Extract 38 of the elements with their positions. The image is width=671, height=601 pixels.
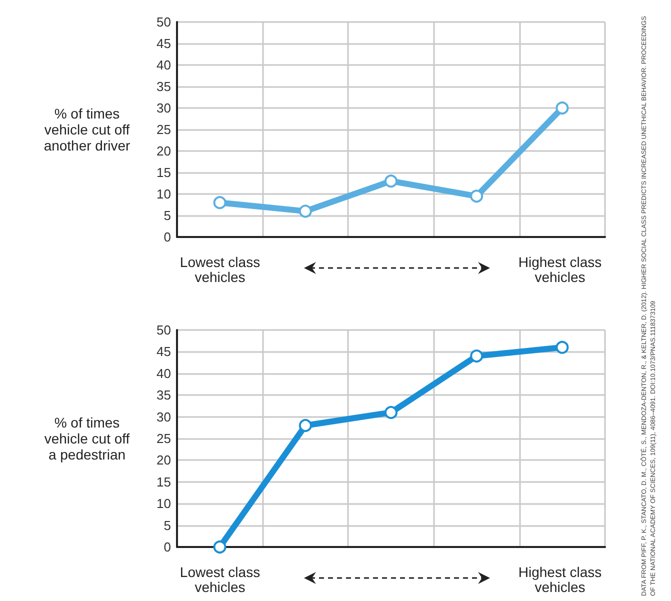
y-tick-label: 45 <box>156 36 171 51</box>
text: Highest class vehicles <box>517 254 603 285</box>
y-tick-label: 25 <box>156 431 171 446</box>
y-tick-label: 30 <box>156 100 171 116</box>
point <box>384 406 398 419</box>
y-tick-label: 50 <box>156 14 171 30</box>
y-tick-label: 0 <box>164 540 171 554</box>
y-tick-label: 20 <box>156 144 171 158</box>
y-tick-label: 40 <box>156 366 171 381</box>
y-tick-label: 15 <box>156 165 171 180</box>
y-tick-label: 35 <box>156 79 171 94</box>
y-tick-label: 20 <box>156 452 171 468</box>
text: Lowest class vehicles <box>178 564 262 595</box>
y-tick-label: 5 <box>164 208 171 223</box>
point <box>470 190 484 203</box>
y-tick-label: 10 <box>156 496 171 512</box>
y-tick-label: 0 <box>164 230 171 244</box>
y-tick-label: 15 <box>156 474 171 490</box>
point <box>298 204 312 218</box>
point <box>384 174 398 188</box>
y-tick-label: 5 <box>164 518 171 533</box>
point <box>556 340 569 354</box>
point <box>298 418 312 432</box>
text: Highest class vehicles <box>517 564 603 595</box>
y-tick-label: 25 <box>156 122 171 137</box>
text: Lowest class vehicles <box>178 254 262 285</box>
point <box>556 102 569 114</box>
y-axis-title: % of times vehicle cut off another driver <box>44 106 131 154</box>
y-tick-label: 45 <box>156 344 171 360</box>
point <box>470 350 484 363</box>
y-tick-label: 30 <box>156 409 171 424</box>
point <box>213 196 226 210</box>
y-tick-label: 40 <box>156 58 171 72</box>
y-axis-title: % of times vehicle cut off a pedestrian <box>44 414 130 462</box>
point <box>213 540 226 554</box>
y-tick-label: 50 <box>156 322 171 338</box>
y-tick-label: 35 <box>156 388 171 403</box>
y-tick-label: 10 <box>156 186 171 202</box>
